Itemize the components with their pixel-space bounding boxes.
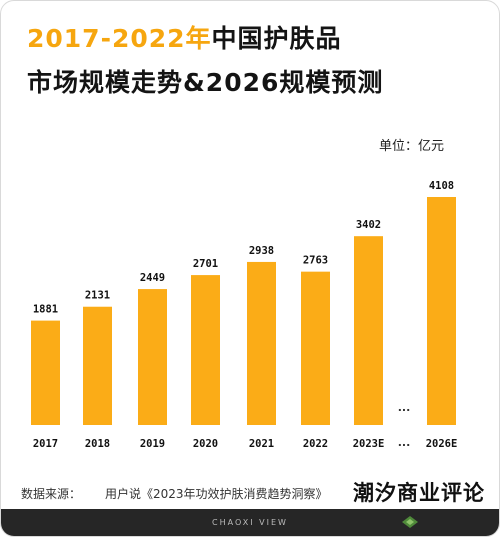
gap-marker-bar: ... xyxy=(398,401,411,414)
x-tick-label-2021: 2021 xyxy=(249,438,274,450)
value-label-2021: 2938 xyxy=(249,245,274,257)
bar-2026E xyxy=(427,197,456,425)
value-label-2026E: 4108 xyxy=(429,180,454,192)
unit-label: 单位：亿元 xyxy=(378,139,444,154)
value-label-2020: 2701 xyxy=(193,258,218,270)
bar-2020 xyxy=(191,275,220,425)
chart-title-line1: 2017-2022年中国护肤品 xyxy=(27,19,342,55)
value-label-2023E: 3402 xyxy=(356,219,381,231)
x-tick-label-2017: 2017 xyxy=(33,438,58,450)
value-label-2018: 2131 xyxy=(85,290,110,302)
title-year-range: 2017-2022年 xyxy=(27,24,212,53)
x-tick-label-2019: 2019 xyxy=(140,438,165,450)
title-subject: 中国护肤品 xyxy=(211,24,342,53)
value-label-2022: 2763 xyxy=(303,255,328,267)
x-tick-label-2020: 2020 xyxy=(193,438,218,450)
chart-title-line2: 市场规模走势&2026规模预测 xyxy=(27,68,384,97)
bar-2017 xyxy=(31,320,60,425)
data-source: 数据来源： 用户说《2023年功效护肤消费趋势洞察》 xyxy=(21,485,328,502)
x-tick-label-2018: 2018 xyxy=(85,438,110,450)
source-label: 数据来源： xyxy=(21,487,82,501)
x-tick-label-2022: 2022 xyxy=(303,438,328,450)
footer-text: CHAOXI VIEW xyxy=(212,518,288,527)
bar-2021 xyxy=(247,261,276,425)
value-label-2019: 2449 xyxy=(140,272,165,284)
bar-2018 xyxy=(83,306,112,425)
value-label-2017: 1881 xyxy=(33,304,58,316)
footer-bar: CHAOXI VIEW xyxy=(1,509,499,536)
bar-2023E xyxy=(354,236,383,425)
source-text: 用户说《2023年功效护肤消费趋势洞察》 xyxy=(105,487,328,501)
gap-marker-axis: ... xyxy=(398,436,411,449)
leaf-logo-icon xyxy=(402,516,418,528)
x-tick-label-2026E: 2026E xyxy=(426,438,458,450)
bar-2019 xyxy=(138,289,167,425)
bar-chart: 1881 2017 2131 2018 2449 2019 2701 2020 2938 2021… xyxy=(31,180,458,450)
bar-2022 xyxy=(301,271,330,425)
x-tick-label-2023E: 2023E xyxy=(353,438,385,450)
brand-name: 潮汐商业评论 xyxy=(353,481,485,505)
